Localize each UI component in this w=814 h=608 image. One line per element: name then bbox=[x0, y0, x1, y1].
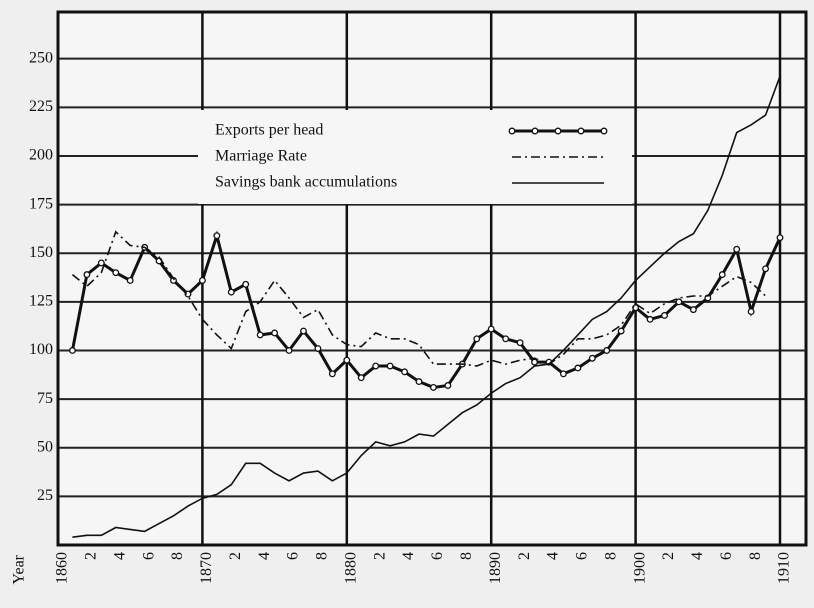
data-point bbox=[675, 298, 683, 306]
data-point bbox=[559, 370, 567, 378]
data-point bbox=[285, 347, 293, 354]
y-tick-label: 50 bbox=[37, 438, 53, 455]
data-point bbox=[256, 331, 264, 339]
data-point bbox=[516, 339, 524, 347]
data-point bbox=[97, 259, 105, 267]
data-point bbox=[242, 280, 250, 288]
data-point bbox=[184, 290, 192, 298]
y-tick-label: 250 bbox=[29, 49, 53, 66]
legend-box bbox=[198, 110, 632, 204]
x-tick-label: 6 bbox=[718, 552, 735, 560]
x-tick-label: 1870 bbox=[198, 552, 215, 584]
data-point bbox=[83, 271, 91, 279]
data-point bbox=[733, 245, 741, 253]
data-point bbox=[415, 378, 423, 386]
y-tick-label: 200 bbox=[29, 147, 53, 164]
legend-label: Marriage Rate bbox=[215, 148, 307, 165]
plot-area bbox=[56, 10, 808, 547]
data-point bbox=[314, 345, 322, 352]
data-point bbox=[747, 308, 755, 316]
data-point bbox=[574, 364, 582, 372]
x-tick-label: 6 bbox=[429, 552, 446, 560]
x-tick-label: 6 bbox=[140, 552, 157, 560]
data-point bbox=[661, 312, 668, 319]
data-point bbox=[68, 347, 76, 354]
x-tick-label: 8 bbox=[169, 552, 186, 560]
x-tick-label: 1880 bbox=[342, 552, 359, 584]
x-tick-label: 8 bbox=[747, 552, 764, 560]
legend-marker bbox=[508, 127, 516, 135]
y-tick-label: 75 bbox=[37, 390, 53, 407]
x-tick-label: 1890 bbox=[487, 552, 504, 584]
x-tick-label: 4 bbox=[256, 552, 273, 560]
axis-title: Year bbox=[11, 554, 28, 584]
x-tick-label: 2 bbox=[660, 552, 677, 560]
y-tick-label: 150 bbox=[29, 244, 53, 261]
data-point bbox=[776, 234, 784, 242]
x-tick-label: 4 bbox=[111, 552, 128, 560]
y-tick-label: 225 bbox=[29, 98, 53, 115]
legend-marker bbox=[600, 127, 608, 135]
data-point bbox=[112, 269, 120, 277]
x-tick-label: 1860 bbox=[54, 552, 71, 584]
data-point bbox=[689, 306, 697, 314]
series-line bbox=[72, 75, 781, 539]
data-point bbox=[126, 276, 134, 284]
data-point bbox=[328, 370, 336, 378]
x-tick-label: 6 bbox=[285, 552, 302, 560]
data-point bbox=[213, 232, 221, 240]
data-point bbox=[343, 356, 351, 364]
legend-label: Savings bank accumulations bbox=[215, 174, 397, 191]
data-point bbox=[473, 335, 481, 343]
x-tick-label: 4 bbox=[689, 552, 706, 560]
data-point bbox=[588, 354, 596, 362]
data-point bbox=[198, 276, 206, 284]
data-point bbox=[429, 383, 437, 391]
data-point bbox=[487, 325, 495, 333]
data-point bbox=[646, 315, 654, 323]
x-tick-label: 2 bbox=[516, 552, 533, 560]
data-point bbox=[357, 374, 365, 382]
x-tick-label: 4 bbox=[400, 552, 417, 560]
data-point bbox=[718, 271, 726, 279]
data-point bbox=[617, 327, 625, 335]
legend-marker bbox=[554, 127, 562, 135]
x-tick-label: 8 bbox=[314, 552, 331, 560]
x-tick-label: 8 bbox=[458, 552, 475, 560]
data-point bbox=[444, 382, 452, 389]
legend-marker bbox=[531, 127, 539, 135]
x-tick-label: 2 bbox=[83, 552, 100, 560]
data-point bbox=[762, 265, 770, 273]
x-tick-label: 4 bbox=[545, 552, 562, 560]
legend-marker bbox=[577, 127, 585, 135]
y-tick-label: 175 bbox=[29, 195, 53, 212]
data-point bbox=[271, 329, 279, 337]
data-point bbox=[502, 335, 510, 343]
data-point bbox=[531, 358, 538, 366]
data-point bbox=[401, 368, 409, 376]
y-tick-label: 25 bbox=[37, 487, 53, 504]
x-tick-label: 8 bbox=[602, 552, 619, 560]
y-tick-label: 100 bbox=[29, 341, 53, 358]
data-point bbox=[227, 288, 235, 296]
x-tick-label: 2 bbox=[227, 552, 244, 560]
x-tick-label: 1910 bbox=[776, 552, 793, 584]
x-tick-label: 2 bbox=[371, 552, 388, 560]
data-point bbox=[603, 347, 611, 354]
data-point bbox=[372, 362, 380, 370]
x-tick-label: 1900 bbox=[631, 552, 648, 584]
data-point bbox=[300, 327, 307, 335]
legend-label: Exports per head bbox=[215, 122, 323, 139]
y-tick-label: 125 bbox=[29, 293, 53, 310]
x-tick-label: 6 bbox=[574, 552, 591, 560]
data-point bbox=[386, 362, 394, 370]
